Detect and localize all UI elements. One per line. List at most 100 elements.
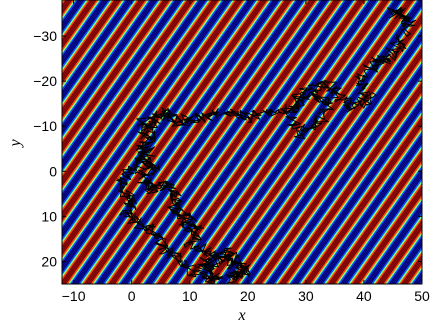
field-stripe bbox=[359, 195, 422, 284]
field-stripe bbox=[362, 199, 422, 284]
field-stripe bbox=[299, 111, 422, 284]
field-stripe bbox=[231, 15, 422, 284]
field-stripe bbox=[214, 0, 418, 284]
field-stripe bbox=[427, 0, 439, 284]
field-stripe bbox=[179, 0, 383, 284]
field-stripe bbox=[120, 0, 324, 284]
field-stripe bbox=[116, 0, 320, 284]
field-stripe bbox=[233, 18, 422, 284]
field-stripe bbox=[434, 0, 439, 284]
field-stripe bbox=[325, 148, 422, 284]
field-stripe bbox=[102, 0, 306, 284]
field-stripe bbox=[244, 32, 422, 284]
field-stripe bbox=[399, 251, 422, 284]
x-tick-label: 40 bbox=[356, 288, 372, 304]
field-stripe bbox=[315, 133, 422, 284]
field-stripe bbox=[407, 263, 422, 284]
y-tick-labels: −30 −20 −10 0 10 20 bbox=[33, 28, 57, 269]
field-stripe bbox=[291, 99, 422, 284]
background-field bbox=[62, 0, 439, 284]
field-stripe bbox=[395, 246, 422, 284]
field-stripe bbox=[278, 81, 422, 284]
field-stripe bbox=[153, 0, 357, 284]
field-stripe bbox=[221, 0, 422, 284]
field-stripe bbox=[406, 261, 422, 284]
field-stripe bbox=[268, 67, 422, 284]
field-stripe bbox=[99, 0, 303, 284]
field-stripe bbox=[320, 140, 422, 284]
field-stripe bbox=[224, 5, 422, 284]
trajectory-line bbox=[116, 6, 416, 284]
field-stripe bbox=[324, 145, 422, 284]
field-stripe bbox=[341, 170, 422, 284]
field-stripe bbox=[383, 229, 422, 284]
field-stripe bbox=[257, 52, 422, 284]
field-stripe bbox=[289, 96, 422, 284]
field-stripe bbox=[183, 0, 387, 284]
field-stripe bbox=[94, 0, 298, 284]
field-stripe bbox=[197, 0, 401, 284]
field-stripe bbox=[390, 239, 422, 284]
field-stripe bbox=[95, 0, 300, 284]
field-stripe bbox=[85, 0, 289, 284]
field-stripe bbox=[212, 0, 416, 284]
field-stripe bbox=[372, 214, 422, 284]
field-stripe bbox=[259, 54, 422, 284]
field-stripe bbox=[245, 35, 422, 284]
field-stripe bbox=[190, 0, 394, 284]
field-stripe bbox=[115, 0, 319, 284]
x-tick-label: 0 bbox=[128, 288, 136, 304]
field-stripe bbox=[162, 0, 366, 284]
field-stripe bbox=[360, 197, 422, 284]
field-stripe bbox=[207, 0, 411, 284]
field-stripe bbox=[249, 40, 422, 284]
field-stripe bbox=[223, 3, 422, 284]
field-stripe bbox=[184, 0, 388, 284]
field-stripe bbox=[202, 0, 406, 284]
field-stripe bbox=[378, 222, 422, 284]
field-stripe bbox=[238, 25, 422, 284]
field-stripe bbox=[339, 168, 422, 284]
field-stripe bbox=[143, 0, 347, 284]
field-stripe bbox=[423, 0, 439, 284]
field-stripe bbox=[71, 0, 275, 284]
field-stripe bbox=[404, 259, 422, 284]
y-tick-label: −30 bbox=[33, 28, 57, 44]
field-stripe bbox=[400, 254, 422, 284]
field-stripe bbox=[230, 13, 422, 284]
field-stripe bbox=[436, 0, 439, 284]
field-stripe bbox=[62, 0, 266, 284]
field-stripe bbox=[191, 0, 395, 284]
field-stripe bbox=[308, 123, 422, 284]
field-stripe bbox=[146, 0, 350, 284]
field-stripe bbox=[275, 77, 422, 284]
field-stripe bbox=[97, 0, 301, 284]
field-stripe bbox=[109, 0, 313, 284]
y-tick-label: −20 bbox=[33, 73, 57, 89]
x-tick-label: 30 bbox=[298, 288, 314, 304]
field-stripe bbox=[352, 185, 422, 284]
field-stripe bbox=[386, 234, 422, 284]
field-stripe bbox=[311, 128, 422, 284]
field-stripe bbox=[296, 106, 422, 284]
field-stripe bbox=[346, 177, 422, 284]
field-stripe bbox=[254, 47, 422, 284]
field-stripe bbox=[376, 219, 422, 284]
field-stripe bbox=[292, 101, 422, 284]
field-stripe bbox=[235, 20, 422, 284]
field-stripe bbox=[83, 0, 287, 284]
field-stripe bbox=[68, 0, 272, 284]
field-stripe bbox=[172, 0, 376, 284]
x-tick-label: 20 bbox=[240, 288, 256, 304]
field-stripe bbox=[148, 0, 352, 284]
field-stripe bbox=[271, 72, 422, 284]
field-stripe bbox=[82, 0, 286, 284]
field-stripe bbox=[111, 0, 315, 284]
y-axis-label: y bbox=[7, 139, 24, 149]
field-stripe bbox=[409, 266, 422, 284]
field-stripe bbox=[270, 69, 422, 284]
field-stripe bbox=[369, 209, 422, 284]
field-stripe bbox=[170, 0, 374, 284]
field-stripe bbox=[305, 118, 422, 284]
